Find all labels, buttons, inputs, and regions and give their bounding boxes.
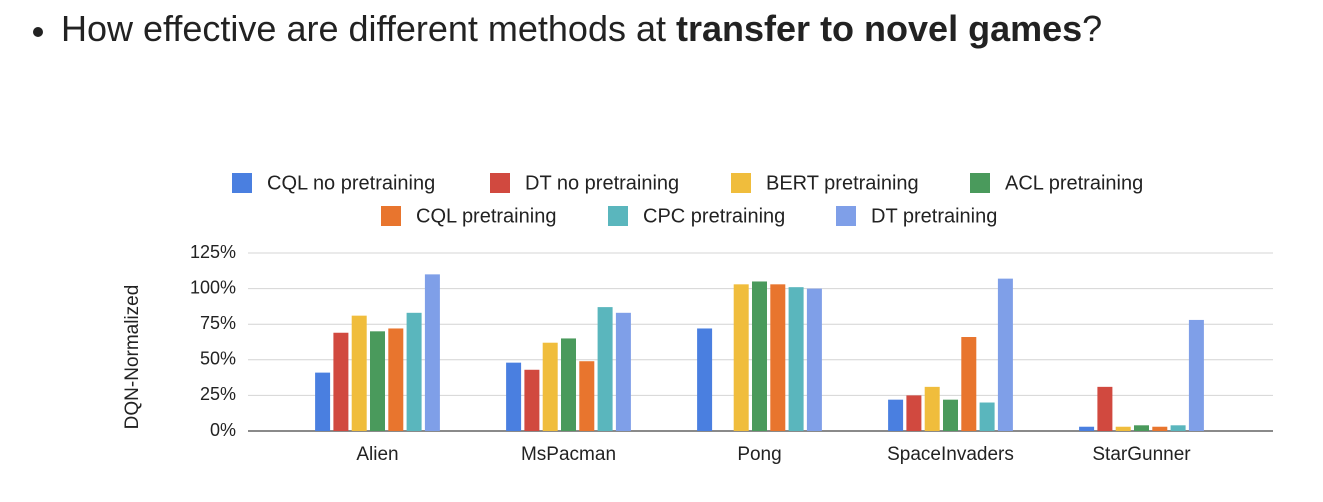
bar xyxy=(597,307,613,431)
bar xyxy=(961,337,977,431)
legend-label: DT pretraining xyxy=(871,205,997,227)
y-tick-label: 50% xyxy=(200,349,236,369)
legend-swatch xyxy=(970,173,990,193)
x-tick-label: Pong xyxy=(737,444,781,465)
bar xyxy=(370,331,385,431)
bar xyxy=(997,278,1013,431)
legend-swatch xyxy=(836,206,856,226)
bar xyxy=(1115,426,1131,431)
legend-swatch xyxy=(731,173,751,193)
bar xyxy=(924,386,940,431)
bar xyxy=(424,274,440,431)
bar xyxy=(806,288,822,431)
x-tick-label: Alien xyxy=(356,444,398,465)
x-tick-label: SpaceInvaders xyxy=(887,444,1014,465)
legend-swatch xyxy=(381,206,401,226)
bar xyxy=(888,399,904,431)
legend-swatch xyxy=(608,206,628,226)
bar xyxy=(1188,319,1204,431)
bar xyxy=(406,312,422,431)
bar xyxy=(697,328,713,431)
bar xyxy=(943,399,958,431)
bar xyxy=(315,372,331,431)
question-emphasis: transfer to novel games xyxy=(676,8,1082,49)
y-tick-label: 75% xyxy=(200,313,236,333)
bar xyxy=(906,395,922,431)
bar xyxy=(1134,425,1149,431)
bar xyxy=(388,328,404,431)
bar xyxy=(524,369,540,431)
bar xyxy=(351,315,367,431)
question: How effective are different methods at t… xyxy=(61,8,1102,49)
legend-label: BERT pretraining xyxy=(766,172,919,194)
x-tick-label: StarGunner xyxy=(1092,444,1191,465)
bar xyxy=(579,361,595,431)
legend-label: CPC pretraining xyxy=(643,205,785,227)
bar xyxy=(1097,386,1113,431)
legend-label: ACL pretraining xyxy=(1005,172,1143,194)
question-text: How effective are different methods at xyxy=(61,8,676,49)
y-tick-label: 0% xyxy=(210,420,236,440)
bar xyxy=(1152,426,1168,431)
bar xyxy=(1079,426,1095,431)
bar xyxy=(752,281,767,431)
legend-label: CQL no pretraining xyxy=(267,172,435,194)
bar xyxy=(561,338,576,431)
y-axis-label: DQN-Normalized xyxy=(122,285,143,430)
bar xyxy=(542,342,558,431)
legend-swatch xyxy=(490,173,510,193)
bar xyxy=(788,287,804,431)
bar xyxy=(615,312,631,431)
y-tick-label: 25% xyxy=(200,384,236,404)
x-tick-label: MsPacman xyxy=(521,444,616,465)
bar xyxy=(979,402,995,431)
legend-label: CQL pretraining xyxy=(416,205,556,227)
bar xyxy=(506,362,522,431)
bar xyxy=(733,284,749,431)
question-mark: ? xyxy=(1082,8,1102,49)
bar xyxy=(1170,425,1186,431)
bar xyxy=(333,332,349,431)
y-tick-label: 100% xyxy=(190,277,236,297)
y-tick-label: 125% xyxy=(190,242,236,262)
legend-swatch xyxy=(232,173,252,193)
bar xyxy=(770,284,786,431)
legend-label: DT no pretraining xyxy=(525,172,679,194)
bullet xyxy=(33,27,43,37)
